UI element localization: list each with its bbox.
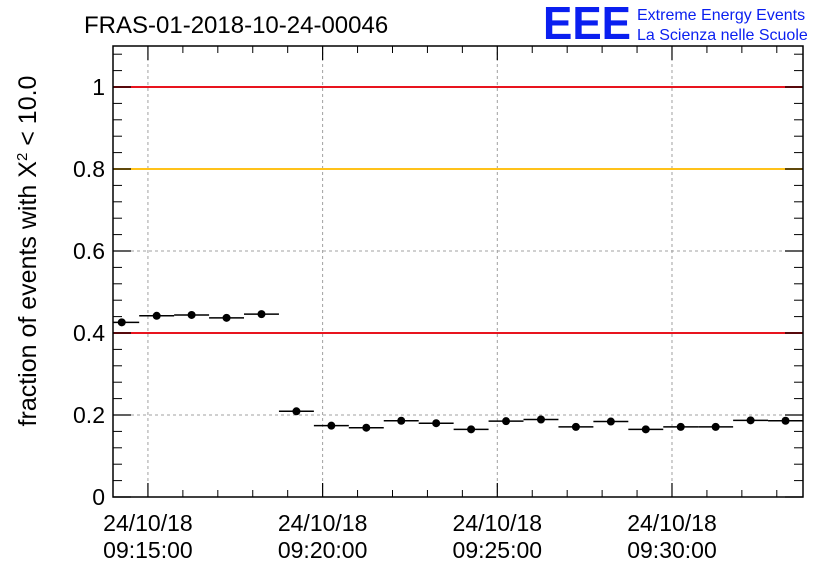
data-point xyxy=(781,416,790,425)
plot-frame xyxy=(112,45,804,498)
chart-title: FRAS-01-2018-10-24-00046 xyxy=(84,12,388,39)
data-point xyxy=(152,311,161,320)
x-tick-label-date: 24/10/18 xyxy=(453,510,543,536)
eee-logo-letters: EEE xyxy=(543,0,631,49)
x-tick-label-date: 24/10/18 xyxy=(103,510,193,536)
y-tick-label: 0.6 xyxy=(73,238,105,264)
x-axis-ticks: 24/10/1809:15:0024/10/1809:20:0024/10/18… xyxy=(103,46,778,563)
data-point xyxy=(117,318,126,327)
data-point xyxy=(536,415,545,424)
data-points xyxy=(113,310,803,434)
x-tick-label-date: 24/10/18 xyxy=(278,510,368,536)
data-point xyxy=(571,422,580,431)
data-point xyxy=(676,422,685,431)
data-point xyxy=(746,416,755,425)
data-point xyxy=(397,416,406,425)
y-axis-label-superscript: 2 xyxy=(14,153,31,161)
reference-lines xyxy=(113,86,803,334)
y-tick-label: 0.8 xyxy=(73,156,105,182)
eee-logo-line1: Extreme Energy Events xyxy=(637,7,805,24)
data-point xyxy=(711,422,720,431)
x-tick-label-date: 24/10/18 xyxy=(627,510,717,536)
data-point xyxy=(606,417,615,426)
data-point xyxy=(641,425,650,434)
y-axis-label-tail: < 10.0 xyxy=(14,76,42,153)
data-point xyxy=(502,417,511,426)
data-point xyxy=(467,425,476,434)
y-tick-label: 0.4 xyxy=(73,320,105,346)
data-point xyxy=(222,313,231,322)
x-tick-label-time: 09:25:00 xyxy=(453,537,543,563)
data-point xyxy=(362,423,371,432)
data-point xyxy=(432,419,441,428)
y-tick-label: 0.2 xyxy=(73,402,105,428)
y-axis-label: fraction of events with X2 < 10.0 xyxy=(14,76,42,427)
x-tick-label-time: 09:15:00 xyxy=(103,537,193,563)
x-tick-label-time: 09:30:00 xyxy=(627,537,717,563)
y-tick-label: 0 xyxy=(92,484,105,510)
data-point xyxy=(327,421,336,430)
data-point xyxy=(292,407,301,416)
data-point xyxy=(187,310,196,319)
y-axis-label-main: fraction of events with X xyxy=(14,161,42,427)
data-point xyxy=(257,310,266,319)
eee-logo: EEE Extreme Energy Events La Scienza nel… xyxy=(543,0,808,49)
x-tick-label-time: 09:20:00 xyxy=(278,537,368,563)
y-tick-label: 1 xyxy=(92,74,105,100)
eee-logo-line2: La Scienza nelle Scuole xyxy=(637,27,808,44)
